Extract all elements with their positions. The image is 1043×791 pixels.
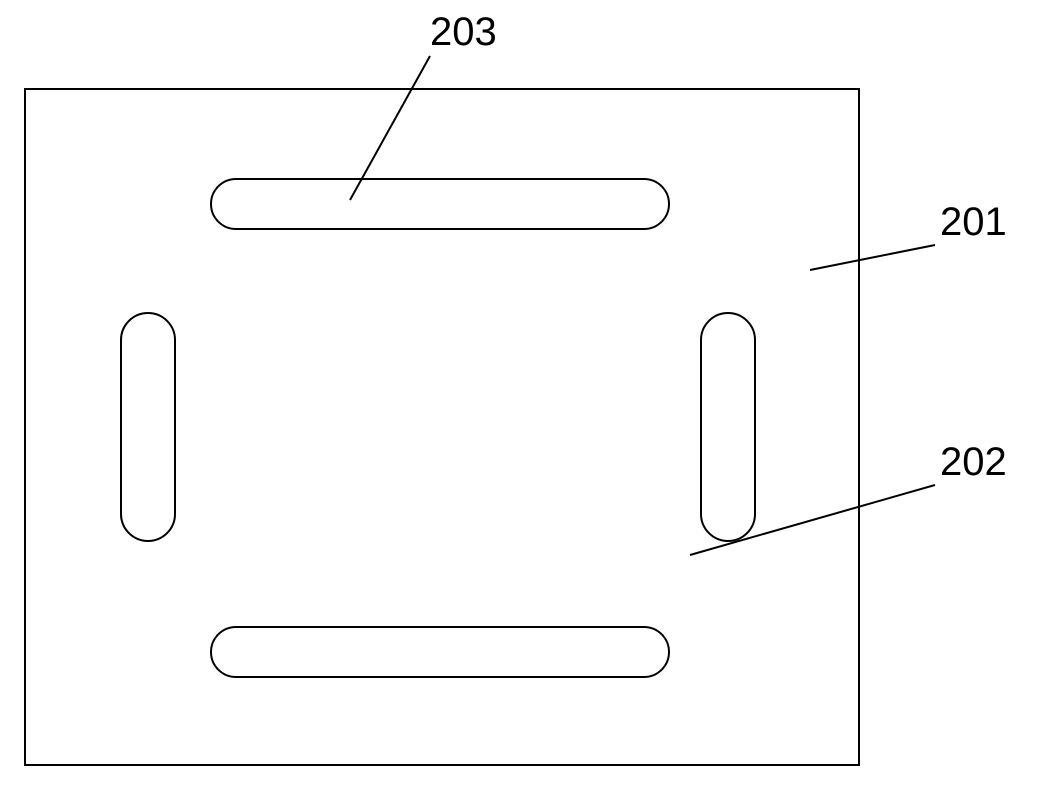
slot-left — [120, 312, 176, 542]
slot-top-203 — [210, 178, 670, 230]
label-203: 203 — [430, 10, 497, 55]
label-202: 202 — [940, 440, 1007, 485]
slot-bottom — [210, 626, 670, 678]
label-201: 201 — [940, 200, 1007, 245]
slot-right-202 — [700, 312, 756, 542]
diagram-container: 203 201 202 — [0, 0, 1043, 791]
